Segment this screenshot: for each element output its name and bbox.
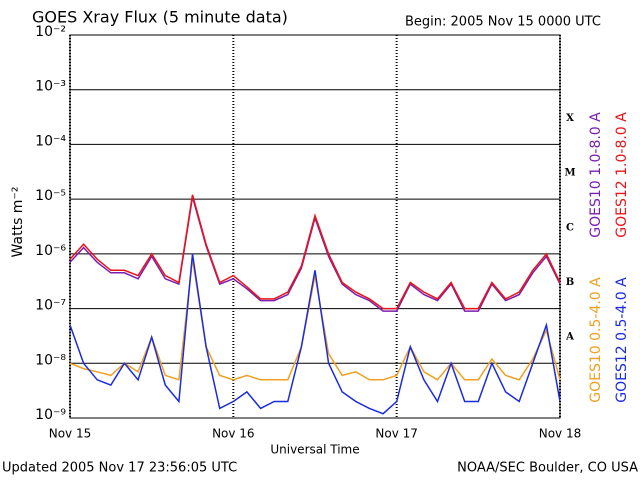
legend-entry: GOES12 0.5-4.0 A bbox=[614, 277, 630, 403]
x-tick-label: Nov 15 bbox=[49, 427, 92, 441]
flare-class-label: B bbox=[566, 277, 574, 288]
chart-subtitle: Begin: 2005 Nov 15 0000 UTC bbox=[405, 15, 601, 30]
legend-entry: GOES10 1.0-8.0 A bbox=[588, 112, 604, 238]
legend-entry: GOES12 1.0-8.0 A bbox=[614, 112, 630, 238]
legend-entry: GOES10 0.5-4.0 A bbox=[588, 277, 604, 403]
plot-frame bbox=[69, 34, 561, 419]
y-tick-label: 10⁻³ bbox=[35, 79, 66, 95]
flare-class-label: A bbox=[565, 332, 574, 343]
footer-right: NOAA/SEC Boulder, CO USA bbox=[457, 461, 638, 476]
x-tick-label: Nov 17 bbox=[375, 427, 418, 441]
y-tick-label: 10⁻⁵ bbox=[35, 188, 66, 204]
y-tick-label: 10⁻⁷ bbox=[35, 298, 66, 314]
x-tick-label: Nov 16 bbox=[212, 427, 255, 441]
x-axis-label: Universal Time bbox=[270, 443, 359, 457]
chart-title: GOES Xray Flux (5 minute data) bbox=[32, 8, 288, 27]
flare-class-label: X bbox=[566, 113, 574, 124]
y-axis-label: Watts m⁻² bbox=[10, 187, 26, 258]
y-tick-label: 10⁻² bbox=[35, 24, 66, 40]
y-tick-label: 10⁻⁸ bbox=[35, 352, 66, 368]
y-tick-label: 10⁻⁹ bbox=[35, 407, 66, 423]
x-tick-label: Nov 18 bbox=[539, 427, 582, 441]
series-line bbox=[69, 194, 561, 310]
series-line bbox=[69, 253, 561, 415]
y-tick-label: 10⁻⁴ bbox=[35, 133, 66, 149]
footer-left: Updated 2005 Nov 17 23:56:05 UTC bbox=[2, 461, 237, 476]
flare-class-label: C bbox=[566, 222, 574, 233]
y-tick-label: 10⁻⁶ bbox=[35, 243, 66, 259]
flare-class-label: M bbox=[564, 168, 575, 179]
